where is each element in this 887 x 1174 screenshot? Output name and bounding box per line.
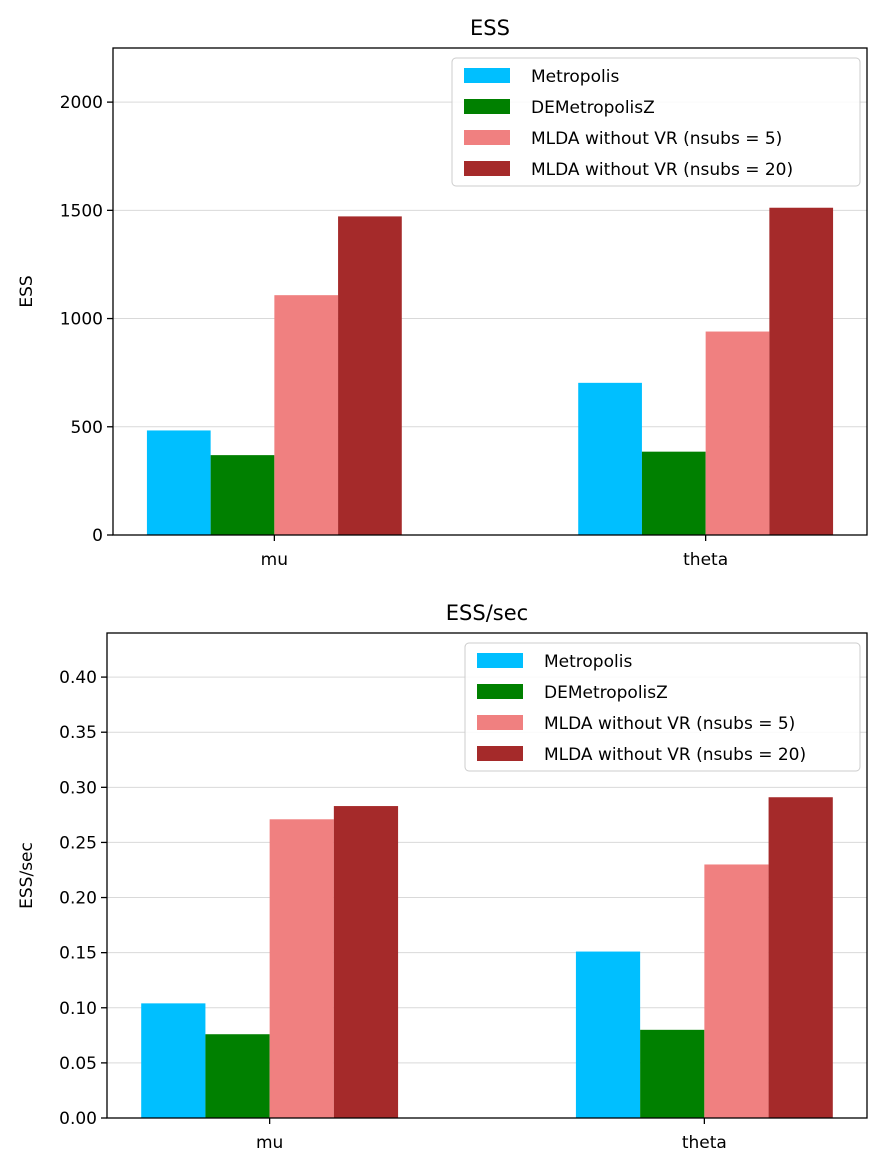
y-tick-label: 0 xyxy=(92,526,103,546)
legend-label-metropolis: Metropolis xyxy=(544,652,632,672)
legend: Metropolis DEMetropolisZ MLDA without VR (… xyxy=(464,642,861,772)
bar-metropolis-theta xyxy=(575,951,641,1118)
plot-frame xyxy=(112,47,868,536)
legend-box xyxy=(464,642,861,772)
legend: Metropolis DEMetropolisZ MLDA without VR (… xyxy=(451,57,861,187)
legend-swatch-mlda-without-vr-nsubs-5 xyxy=(464,130,510,145)
plot-frame xyxy=(106,632,868,1119)
chart-title: ESS/sec xyxy=(446,601,528,625)
bar-demetropolisz-theta xyxy=(641,451,706,535)
legend-label-mlda-without-vr-nsubs-5: MLDA without VR (nsubs = 5) xyxy=(544,714,795,734)
x-tick-label-mu: mu xyxy=(261,550,288,570)
y-tick-label: 0.00 xyxy=(59,1109,97,1129)
y-tick-label: 0.05 xyxy=(59,1054,97,1074)
legend-label-mlda-without-vr-nsubs-5: MLDA without VR (nsubs = 5) xyxy=(531,129,782,149)
bar-demetropolisz-mu xyxy=(210,455,275,535)
bar-mlda-without-vr-nsubs-5-mu xyxy=(269,819,334,1118)
legend-swatch-mlda-without-vr-nsubs-5 xyxy=(477,715,523,730)
legend-label-demetropolisz: DEMetropolisZ xyxy=(544,683,668,703)
bar-metropolis-mu xyxy=(141,1003,206,1118)
y-tick-label: 0.25 xyxy=(59,833,97,853)
bar-mlda-without-vr-nsubs-20-theta xyxy=(769,207,834,535)
bar-mlda-without-vr-nsubs-5-theta xyxy=(704,864,769,1118)
legend-swatch-demetropolisz xyxy=(477,684,523,699)
bar-mlda-without-vr-nsubs-5-theta xyxy=(705,331,770,535)
bar-demetropolisz-theta xyxy=(640,1029,705,1118)
legend-label-mlda-without-vr-nsubs-20: MLDA without VR (nsubs = 20) xyxy=(531,160,793,180)
y-tick-label: 0.30 xyxy=(59,778,97,798)
bar-mlda-without-vr-nsubs-20-mu xyxy=(333,806,399,1118)
x-tick-label-mu: mu xyxy=(256,1133,283,1153)
y-tick-label: 0.40 xyxy=(59,668,97,688)
legend-label-mlda-without-vr-nsubs-20: MLDA without VR (nsubs = 20) xyxy=(544,745,806,765)
bar-metropolis-theta xyxy=(578,382,642,535)
y-axis-label: ESS/sec xyxy=(17,842,37,909)
y-tick-label: 0.20 xyxy=(59,889,97,909)
y-tick-label: 0.35 xyxy=(59,723,97,743)
y-tick-label: 1500 xyxy=(60,201,103,221)
y-tick-label: 1000 xyxy=(60,310,103,330)
bar-demetropolisz-mu xyxy=(205,1034,270,1118)
bar-mlda-without-vr-nsubs-20-mu xyxy=(338,216,402,535)
bar-mlda-without-vr-nsubs-20-theta xyxy=(768,797,833,1118)
y-tick-label: 0.15 xyxy=(59,944,97,964)
x-tick-label-theta: theta xyxy=(682,1133,727,1153)
legend-swatch-demetropolisz xyxy=(464,99,510,114)
chart-ess-per-sec: 0.00 0.05 0.10 0.15 0.20 0.25 0.30 0.35 0.40 mu th… xyxy=(17,601,868,1153)
y-tick-label: 0.10 xyxy=(59,999,97,1019)
legend-label-demetropolisz: DEMetropolisZ xyxy=(531,98,655,118)
legend-box xyxy=(451,57,861,187)
legend-swatch-metropolis xyxy=(477,653,523,668)
x-tick-label-theta: theta xyxy=(683,550,728,570)
chart-ess: 0 500 1000 1500 2000 mu theta ESS ESS Metropolis D… xyxy=(17,16,868,570)
chart-title: ESS xyxy=(470,16,510,40)
legend-swatch-mlda-without-vr-nsubs-20 xyxy=(477,746,523,761)
legend-swatch-mlda-without-vr-nsubs-20 xyxy=(464,161,510,176)
y-tick-label: 500 xyxy=(71,418,103,438)
y-tick-label: 2000 xyxy=(60,93,103,113)
legend-swatch-metropolis xyxy=(464,68,510,83)
bar-mlda-without-vr-nsubs-5-mu xyxy=(274,295,339,535)
y-axis-label: ESS xyxy=(17,275,37,307)
bar-metropolis-mu xyxy=(146,430,211,535)
legend-label-metropolis: Metropolis xyxy=(531,67,619,87)
